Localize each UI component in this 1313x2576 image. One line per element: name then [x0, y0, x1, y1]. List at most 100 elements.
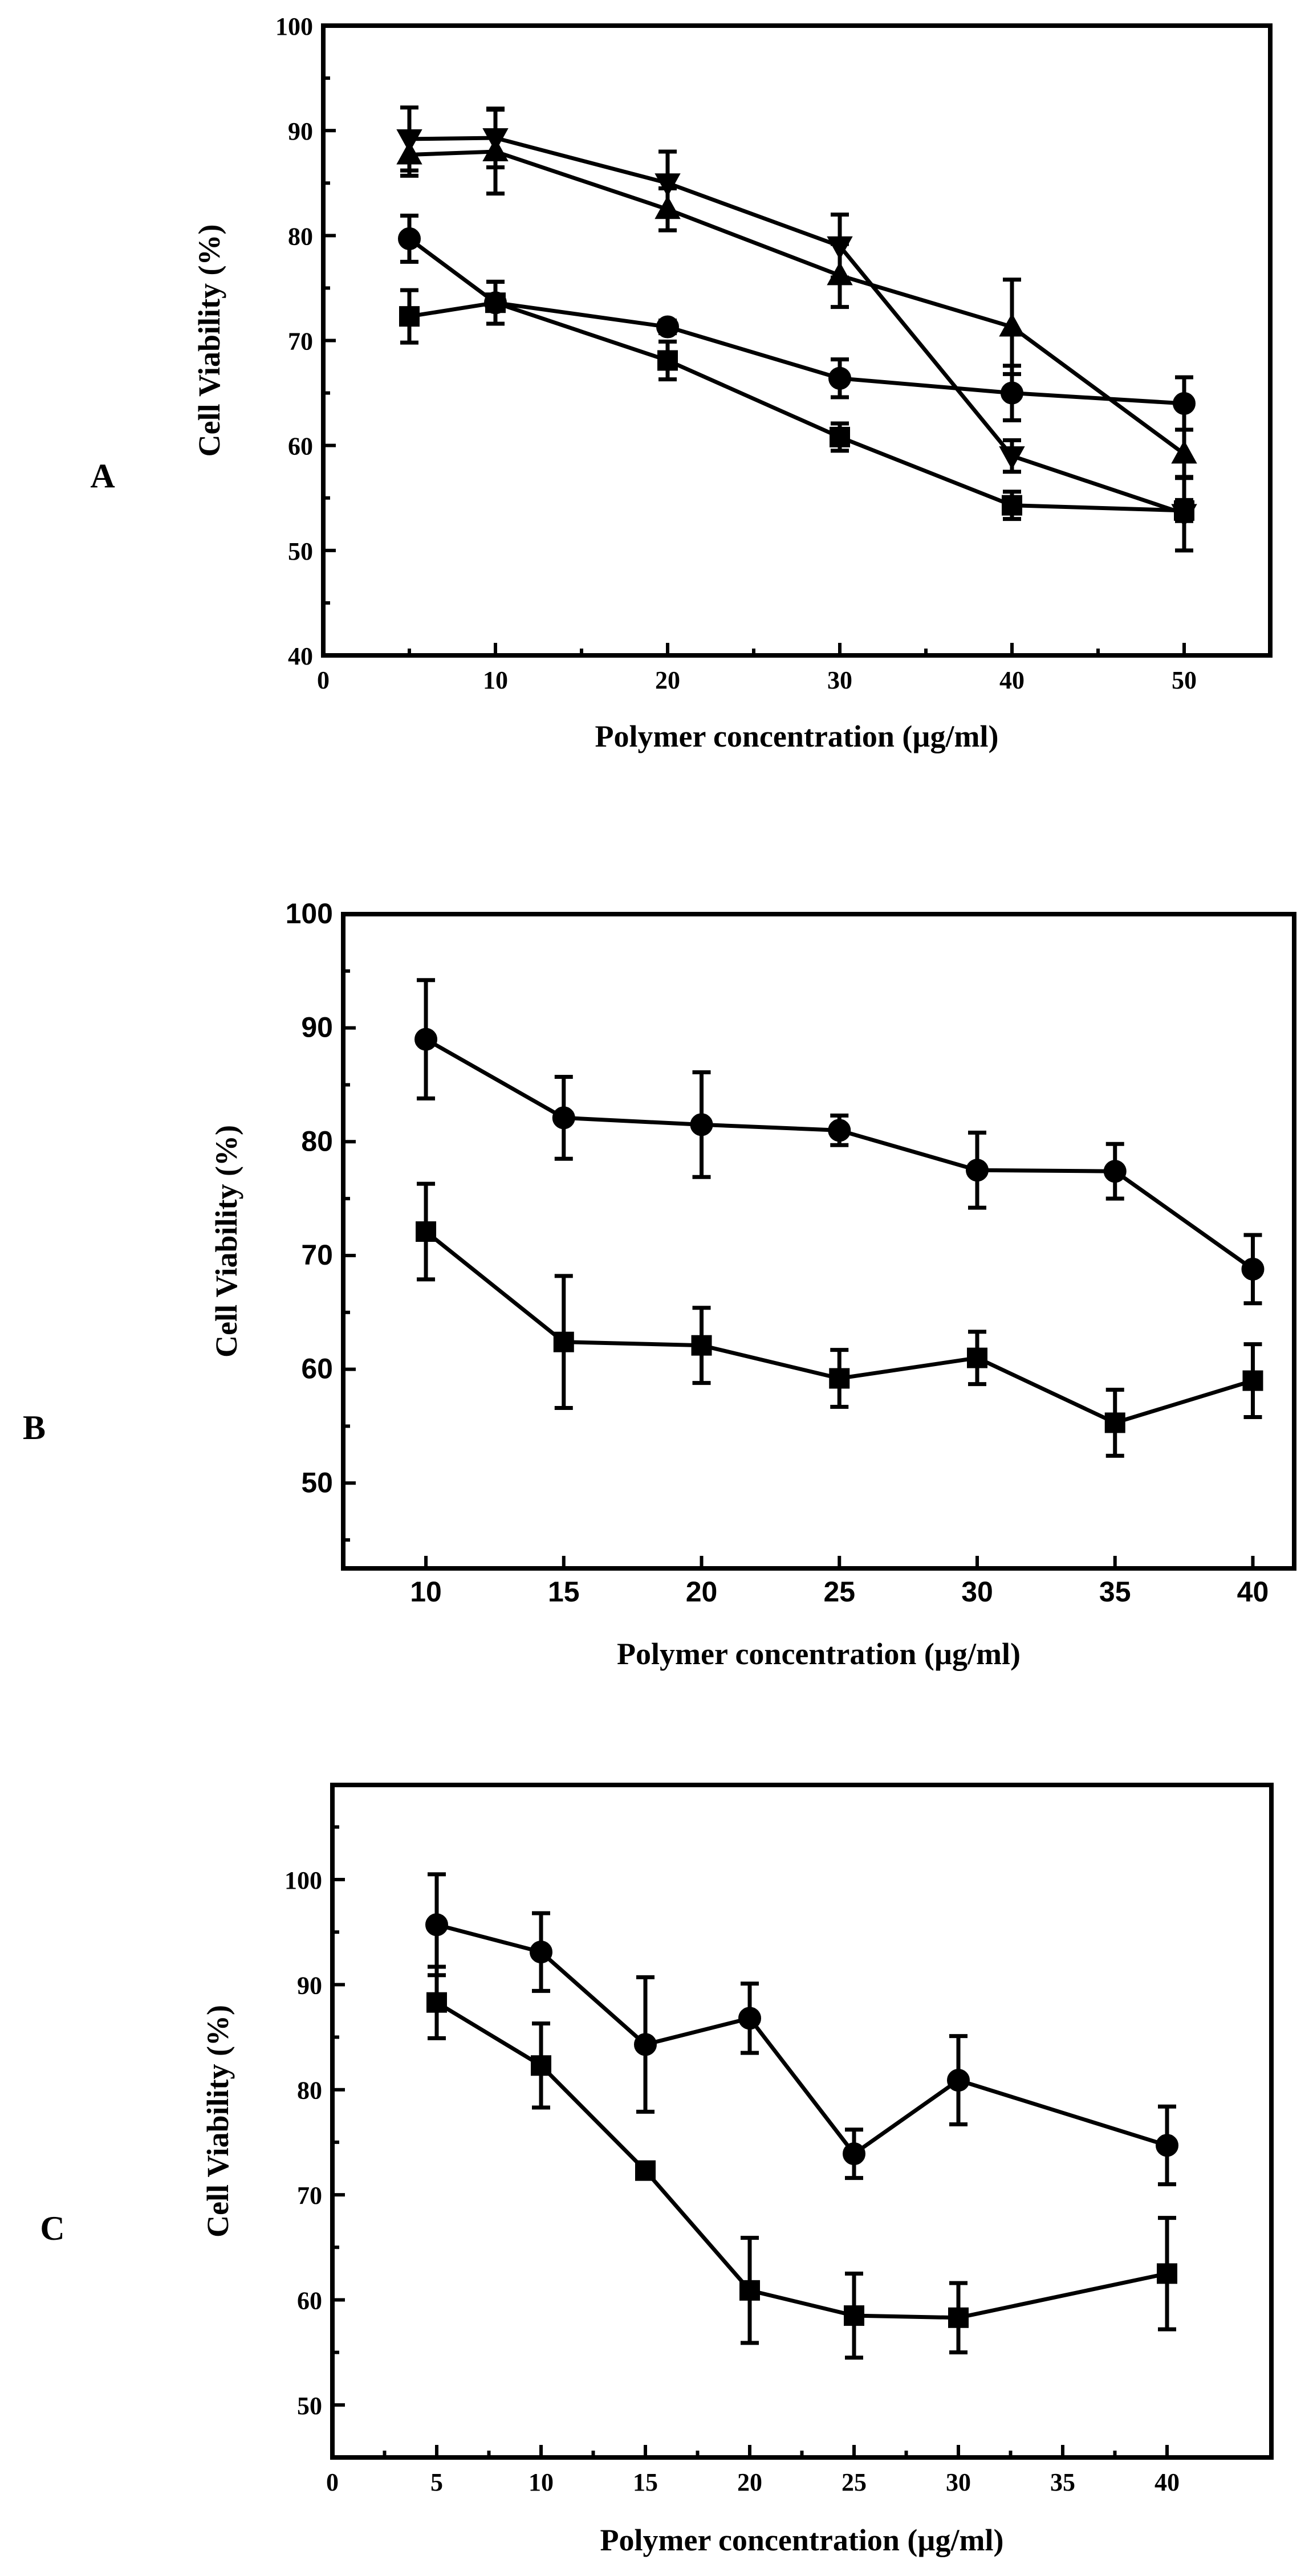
data-point-square: [657, 350, 678, 371]
x-tick-label: 25: [842, 2468, 867, 2496]
x-tick-label: 10: [529, 2468, 554, 2496]
y-tick-label: 50: [297, 2392, 322, 2420]
data-point-circle: [398, 227, 421, 250]
data-point-triangle-down: [655, 173, 681, 197]
data-point-square: [531, 2055, 551, 2076]
x-tick-label: 40: [999, 666, 1025, 694]
y-tick-label: 90: [297, 1971, 322, 1999]
data-point-circle: [828, 366, 851, 390]
data-point-square: [1157, 2263, 1177, 2284]
series-line-square: [436, 2000, 1168, 2320]
y-tick-label: 60: [297, 2286, 322, 2314]
y-tick-label: 40: [288, 642, 313, 670]
x-axis-title: Polymer concentration (µg/ml): [595, 719, 999, 753]
y-tick-label: 100: [284, 1866, 322, 1894]
data-point-square: [829, 1368, 850, 1389]
panel-b: B 50 60 70 80 90 100 10 15 20 25 30 35 40 Cell Viabil…: [23, 898, 1296, 1671]
panel-c: C 50 60 70 80 90 100 0 5 10 15 20 25 30 35 40 Cell Viab…: [40, 1783, 1274, 2557]
data-point-square: [635, 2160, 656, 2181]
x-tick-label: 40: [1237, 1576, 1269, 1608]
data-point-circle: [738, 2007, 761, 2030]
data-point-square: [1002, 495, 1022, 516]
y-tick-label: 100: [275, 13, 313, 40]
data-point-circle: [634, 2033, 657, 2056]
data-point-triangle-down: [1171, 504, 1197, 528]
data-point-circle: [530, 1941, 552, 1964]
x-tick-label: 40: [1155, 2468, 1180, 2496]
x-axis-title: Polymer concentration (µg/ml): [617, 1637, 1021, 1671]
y-tick-label: 90: [301, 1012, 333, 1044]
panel-label-b: B: [23, 1409, 46, 1446]
x-tick-label: 5: [430, 2468, 443, 2496]
x-tick-label: 15: [548, 1576, 580, 1608]
data-point-circle: [1001, 381, 1023, 405]
data-point-square: [739, 2280, 760, 2301]
y-tick-label: 100: [286, 898, 333, 930]
panel-label-a: A: [90, 457, 115, 495]
x-axis-title: Polymer concentration (µg/ml): [600, 2523, 1004, 2557]
series-line-triangle-up: [409, 149, 1186, 456]
data-point-triangle-down: [827, 236, 853, 260]
series-triangle-up: [396, 107, 1197, 480]
series-square: [399, 279, 1194, 523]
series-square: [426, 1964, 1177, 2360]
series-circle: [425, 1872, 1178, 2187]
series-circle: [398, 213, 1196, 432]
data-point-circle: [1156, 2134, 1178, 2157]
x-tick-label: 15: [633, 2468, 658, 2496]
series-square: [416, 1181, 1263, 1458]
x-tick-label: 50: [1172, 666, 1197, 694]
data-point-square: [553, 1331, 574, 1352]
y-tick-label: 70: [288, 328, 313, 356]
data-point-circle: [484, 291, 507, 315]
plot-frame: [330, 1783, 1274, 2460]
data-point-triangle-down: [482, 128, 509, 152]
data-point-circle: [1173, 392, 1196, 415]
panel-a: A 40 50 60 70 80 90 100 0 10 20 30 40 50 Cell Viabili…: [90, 13, 1273, 753]
x-tick-label: 25: [823, 1576, 855, 1608]
x-tick-label: 0: [326, 2468, 339, 2496]
series-triangle-down: [396, 105, 1197, 553]
plot-frame: [341, 912, 1296, 1571]
data-point-circle: [1103, 1160, 1127, 1183]
data-point-circle: [414, 1028, 438, 1051]
data-point-triangle-down: [396, 129, 422, 153]
y-tick-label: 80: [297, 2077, 322, 2105]
y-tick-label: 50: [301, 1466, 333, 1498]
data-point-circle: [690, 1113, 713, 1136]
y-axis-title: Cell Viability (%): [192, 225, 226, 457]
data-point-square: [416, 1221, 437, 1242]
data-point-circle: [656, 315, 679, 339]
data-point-triangle-up: [1171, 440, 1197, 464]
series-line-circle: [408, 237, 1185, 406]
x-tick-label: 10: [483, 666, 508, 694]
plot-frame: [321, 23, 1273, 658]
data-point-circle: [1241, 1257, 1265, 1281]
x-tick-label: 10: [410, 1576, 442, 1608]
panel-label-c: C: [40, 2210, 64, 2247]
x-tick-label: 20: [686, 1576, 718, 1608]
data-point-circle: [843, 2142, 865, 2166]
data-point-square: [1242, 1370, 1263, 1391]
y-tick-label: 80: [288, 222, 313, 250]
data-point-circle: [828, 1119, 851, 1142]
x-tick-label: 30: [827, 666, 852, 694]
data-point-circle: [947, 2069, 970, 2092]
series-circle: [414, 978, 1265, 1306]
data-point-square: [1104, 1412, 1125, 1433]
y-tick-label: 70: [301, 1239, 333, 1271]
x-tick-label: 30: [946, 2468, 971, 2496]
y-axis-title: Cell Viability (%): [209, 1125, 243, 1358]
x-tick-label: 30: [961, 1576, 993, 1608]
data-point-square: [948, 2307, 969, 2328]
y-tick-label: 70: [297, 2182, 322, 2210]
y-tick-label: 80: [301, 1125, 333, 1157]
data-point-circle: [552, 1106, 575, 1130]
y-tick-label: 50: [288, 537, 313, 565]
data-point-square: [844, 2305, 864, 2326]
data-point-square: [691, 1335, 712, 1356]
x-tick-label: 35: [1099, 1576, 1131, 1608]
x-tick-label: 20: [737, 2468, 762, 2496]
data-point-triangle-up: [999, 313, 1025, 337]
